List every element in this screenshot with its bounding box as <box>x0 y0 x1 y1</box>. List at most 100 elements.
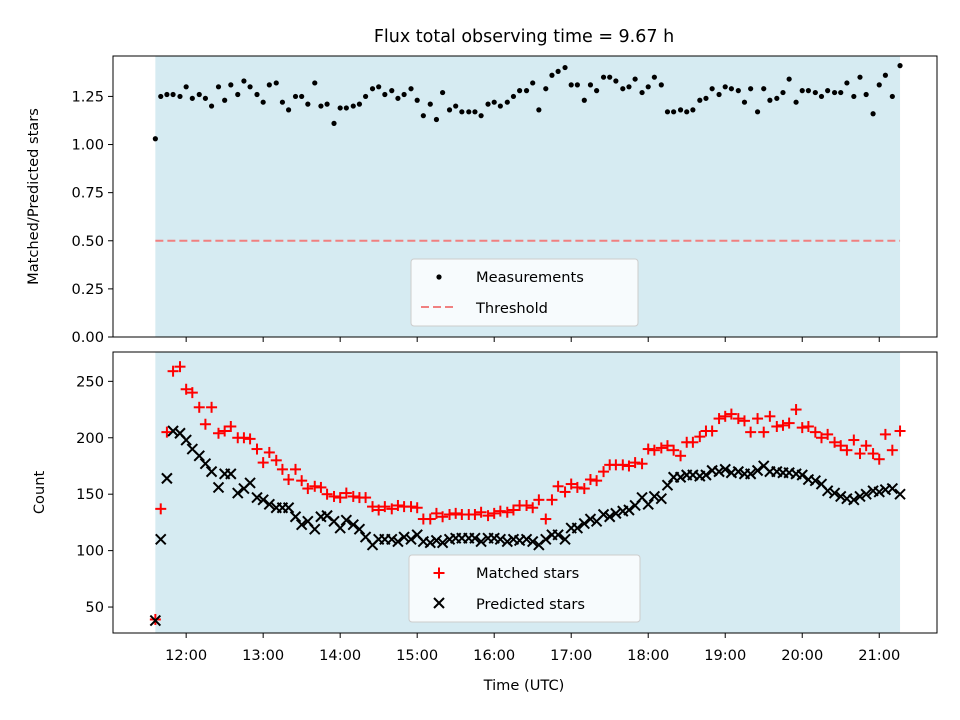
measurement-point <box>639 89 645 96</box>
measurement-point <box>889 93 895 100</box>
predicted-star-point <box>309 523 321 535</box>
top-y-tick-label: 1.25 <box>72 88 105 105</box>
predicted-star-point <box>494 533 507 546</box>
measurement-point <box>376 84 382 90</box>
matched-star-point <box>219 425 231 437</box>
measurement-point <box>362 93 369 100</box>
x-b <box>526 535 539 548</box>
predicted-star-point <box>386 533 398 546</box>
measurement-point <box>761 86 767 92</box>
measurement-point <box>799 88 805 94</box>
predicted-star-point <box>540 533 552 546</box>
predicted-star-point <box>751 464 764 477</box>
predicted-star-point <box>295 518 308 531</box>
measurement-point <box>343 105 349 111</box>
x-b <box>289 511 302 523</box>
predicted-star-point <box>886 482 899 495</box>
matched-star-point <box>430 507 442 519</box>
matched-star-point <box>347 490 359 502</box>
x-b <box>282 502 295 514</box>
predicted-star-point <box>552 529 564 541</box>
measurement-point <box>818 93 825 100</box>
predicted-star-point <box>700 469 712 481</box>
matched-star-point <box>809 426 821 438</box>
predicted-star-point <box>353 523 366 535</box>
measurement-point <box>337 105 343 111</box>
measurement-point <box>587 82 594 88</box>
matched-star-point <box>174 361 186 373</box>
measurement-point <box>549 72 555 78</box>
legend-matched-label: Matched stars <box>476 565 579 582</box>
x-b <box>894 488 906 500</box>
x-b <box>771 465 783 478</box>
measurement-point <box>266 82 272 88</box>
x-b <box>809 474 822 487</box>
predicted-star-point <box>571 522 584 534</box>
measurement-point <box>555 68 561 74</box>
x-b <box>475 535 487 548</box>
x-b <box>334 522 346 534</box>
predicted-star-point <box>860 488 872 500</box>
measurement-point <box>183 84 189 90</box>
x-b <box>559 533 571 546</box>
measurement-point <box>581 97 587 103</box>
matched-star-point <box>790 404 802 416</box>
top-panel: 0.00 0.25 0.50 0.75 1.00 1.25 Matched/Predict… <box>25 55 938 346</box>
matched-star-point <box>738 415 750 427</box>
predicted-star-point <box>263 498 276 511</box>
bottom-y-tick-label: 50 <box>85 599 104 616</box>
top-legend: Measurements Threshold <box>410 258 639 327</box>
top-axes-frame <box>112 55 938 338</box>
matched-star-point <box>617 459 629 471</box>
predicted-star-point <box>821 485 834 497</box>
measurement-point <box>235 91 241 98</box>
matched-star-point <box>706 425 718 437</box>
x-b <box>815 478 828 490</box>
matched-star-point <box>841 444 853 456</box>
top-y-ticks: 0.00 0.25 0.50 0.75 1.00 1.25 <box>72 88 113 346</box>
legend-measurements-label: Measurements <box>476 269 584 286</box>
matched-star-point <box>386 503 398 515</box>
x-b <box>244 477 256 489</box>
measurement-point <box>208 103 215 109</box>
measurement-point <box>395 95 401 101</box>
measurement-point <box>446 107 453 113</box>
matched-star-point <box>437 511 449 523</box>
measurement-point <box>620 86 626 92</box>
predicted-star-point <box>744 468 757 480</box>
x-b <box>161 472 173 485</box>
predicted-star-point <box>873 486 885 498</box>
matched-star-point <box>886 444 898 456</box>
x-b <box>648 490 661 503</box>
x-b <box>636 491 648 504</box>
matched-star-point <box>771 420 783 432</box>
x-tick-label: 16:00 <box>473 647 515 664</box>
predicted-star-point <box>149 614 162 627</box>
measurement-point <box>741 99 748 105</box>
predicted-star-point <box>854 490 866 503</box>
matched-star-point <box>309 480 321 492</box>
measurement-point <box>440 89 446 96</box>
measurement-point <box>331 120 337 126</box>
predicted-star-point <box>205 465 218 478</box>
predicted-star-point <box>584 513 597 525</box>
legend-plus-glyph <box>433 567 445 579</box>
predicted-star-point <box>520 533 533 546</box>
x-b <box>386 533 398 546</box>
matched-star-point <box>796 422 808 434</box>
x-b <box>405 533 417 546</box>
predicted-star-point <box>430 534 443 547</box>
matched-star-point <box>276 463 288 475</box>
measurement-point <box>433 116 440 123</box>
predicted-stars-points <box>149 425 906 627</box>
measurements-points <box>152 63 903 142</box>
matched-star-point <box>521 499 533 511</box>
measurement-point <box>202 95 209 101</box>
x-b <box>251 491 263 504</box>
predicted-star-point <box>578 517 591 530</box>
measurement-point <box>312 80 318 86</box>
x-b <box>488 532 500 544</box>
bottom-legend: Matched stars Predicted stars <box>408 554 641 623</box>
measurement-point <box>690 107 696 113</box>
matched-star-point <box>642 443 654 455</box>
